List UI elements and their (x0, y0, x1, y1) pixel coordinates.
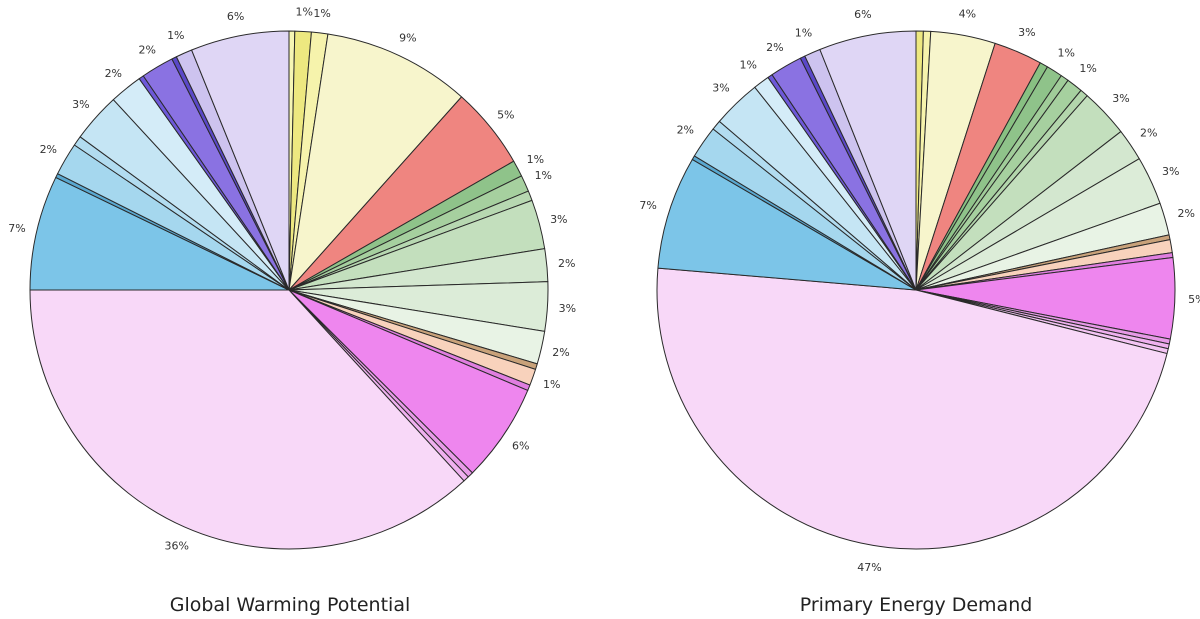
pie-slice (29, 176, 290, 291)
pie-slice (288, 33, 463, 291)
slice-percent-label: 9% (399, 32, 416, 45)
pie-chart-primary-energy-demand: 4% 3% 1% 1% 3% 2% 3% 2% 5% 47% 7% 2% 3% 1% 2% 1% 6% (639, 8, 1200, 574)
slice-percent-label: 2% (1140, 127, 1157, 140)
slice-percent-label: 3% (712, 82, 729, 95)
slice-percent-label: 6% (227, 10, 244, 23)
pie-slice (656, 267, 1168, 550)
slice-percent-label: 6% (512, 440, 529, 453)
slice-percent-label: 2% (766, 41, 783, 54)
slice-percent-label: 1% (795, 27, 812, 40)
slice-percent-label: 6% (854, 8, 871, 21)
slice-percent-label: 1% (1079, 62, 1096, 75)
slice-percent-label: 3% (559, 302, 576, 315)
slice-percent-label: 2% (40, 143, 57, 156)
slice-percent-label: 4% (959, 8, 976, 21)
pie-slice (657, 158, 917, 291)
slice-percent-label: 2% (138, 44, 155, 57)
slice-percent-label: 1% (527, 153, 544, 166)
pie-slice (819, 30, 917, 291)
slice-percent-label: 7% (8, 222, 25, 235)
pie-slice (29, 289, 465, 550)
pie-slice (191, 30, 290, 291)
slice-percent-label: 2% (552, 346, 569, 359)
slice-percent-label: 3% (1162, 165, 1179, 178)
slice-percent-label: 36% (164, 539, 188, 552)
slice-percent-label: 1% (167, 29, 184, 42)
chart-title-primary-energy-demand: Primary Energy Demand (800, 594, 1033, 616)
slice-percent-label: 7% (639, 199, 656, 212)
slice-percent-label: 3% (1018, 26, 1035, 39)
slice-percent-label: 1% (535, 169, 552, 182)
slice-percent-label: 1% (1057, 47, 1074, 60)
pie-chart-global-warming-potential: 1% 1%9%5%1%1%3%2%3%2%1%6%36%7%2%3%2%2%1%6… (8, 5, 576, 552)
slice-percent-label: 1% (739, 59, 756, 72)
slice-percent-label: 2% (558, 257, 575, 270)
slice-percent-label: 5% (1188, 293, 1200, 306)
slice-percent-label: 1% (543, 378, 560, 391)
slice-percent-label: 2% (105, 67, 122, 80)
chart-title-global-warming-potential: Global Warming Potential (170, 594, 411, 616)
slice-percent-label: 3% (72, 98, 89, 111)
slice-percent-label: 2% (1177, 207, 1194, 220)
slice-percent-label: 3% (1112, 92, 1129, 105)
slice-percent-label: 1% (295, 5, 312, 18)
slice-percent-label: 3% (550, 213, 567, 226)
slice-percent-label: 47% (857, 561, 881, 574)
slice-percent-label: 1% (313, 7, 330, 20)
slice-percent-label: 5% (497, 108, 514, 121)
slice-percent-label: 2% (677, 124, 694, 137)
